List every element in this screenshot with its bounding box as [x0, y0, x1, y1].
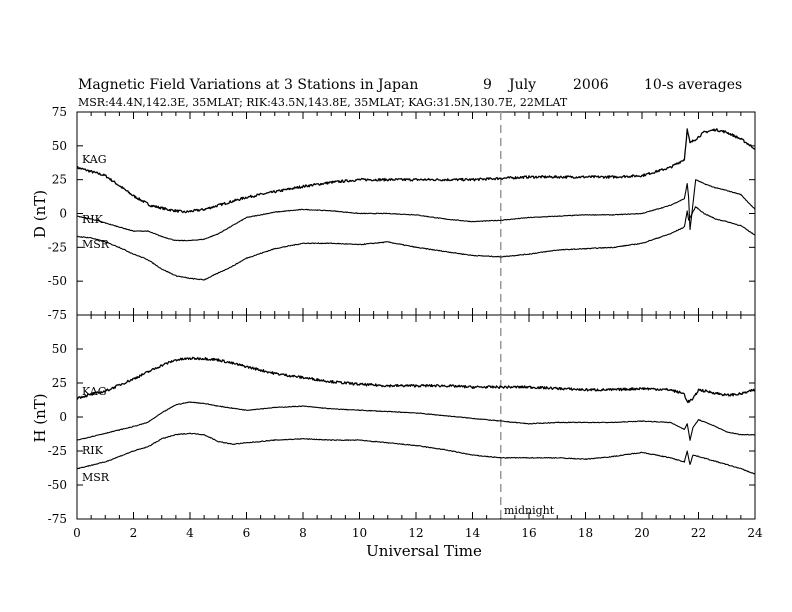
x-tick-label: 6: [243, 526, 251, 540]
y-tick-label: 25: [52, 376, 67, 390]
d-axis-label: D (nT): [31, 190, 49, 238]
date-month: July: [507, 77, 536, 93]
series-label-kag: KAG: [82, 385, 107, 398]
series-label-msr: MSR: [82, 238, 110, 251]
y-tick-label: 0: [59, 410, 67, 424]
x-tick-label: 22: [691, 526, 706, 540]
stations-subtitle: MSR:44.4N,142.3E, 35MLAT; RIK:43.5N,143.…: [78, 96, 568, 109]
x-tick-label: 24: [747, 526, 763, 540]
plot-frame: [76, 314, 756, 520]
y-tick-label: 25: [52, 173, 67, 187]
x-tick-label: 0: [73, 526, 81, 540]
series-line-msr: [76, 206, 756, 281]
y-tick-label: -25: [48, 444, 67, 458]
x-tick-label: 2: [130, 526, 138, 540]
series-label-rik: RIK: [82, 444, 104, 457]
y-tick-label: 75: [52, 105, 67, 119]
h-axis-label: H (nT): [31, 393, 49, 442]
series-line-kag: [76, 356, 756, 404]
y-tick-label: -75: [48, 512, 67, 526]
y-tick-label: -75: [48, 308, 67, 322]
series-line-kag: [76, 128, 756, 214]
y-tick-label: 50: [52, 342, 67, 356]
y-tick-label: 0: [59, 207, 67, 221]
date-year: 2006: [573, 77, 609, 93]
x-tick-label: 8: [299, 526, 307, 540]
series-line-msr: [76, 432, 756, 475]
chart-title: Magnetic Field Variations at 3 Stations …: [78, 77, 418, 93]
x-tick-label: 4: [186, 526, 194, 540]
x-tick-label: 18: [578, 526, 593, 540]
x-tick-label: 12: [408, 526, 423, 540]
x-tick-label: 20: [634, 526, 649, 540]
x-tick-label: 14: [465, 526, 481, 540]
x-axis-label: Universal Time: [366, 542, 482, 560]
x-tick-label: 16: [521, 526, 536, 540]
plot-frame: [76, 111, 756, 316]
x-tick-label: 10: [352, 526, 367, 540]
y-tick-label: -50: [48, 478, 67, 492]
series-label-msr: MSR: [82, 471, 110, 484]
y-tick-label: 50: [52, 139, 67, 153]
d-component-panel: 75 50 25 0 -25 -50 -75 KAG RIK MSR: [48, 105, 756, 322]
series-line-rik: [76, 401, 756, 441]
midnight-label: midnight: [504, 504, 555, 517]
series-label-kag: KAG: [82, 153, 107, 166]
averaging-label: 10-s averages: [644, 77, 742, 93]
y-tick-label: -50: [48, 274, 67, 288]
series-label-rik: RIK: [82, 213, 104, 226]
series-line-rik: [76, 179, 756, 242]
y-tick-label: -25: [48, 240, 67, 254]
date-day: 9: [483, 77, 492, 93]
